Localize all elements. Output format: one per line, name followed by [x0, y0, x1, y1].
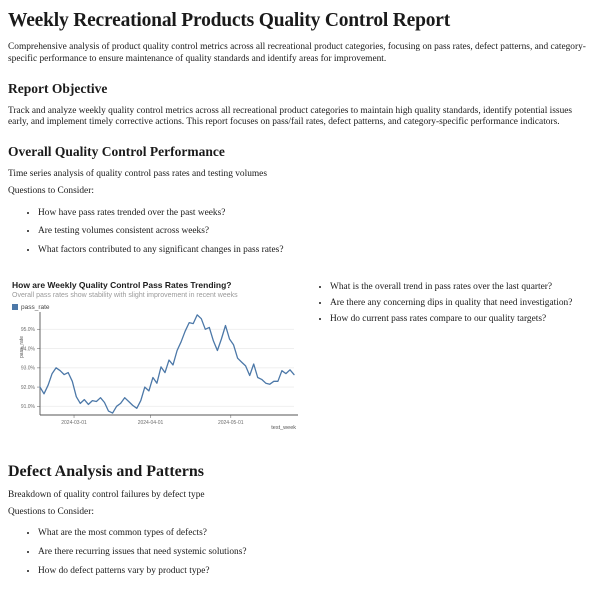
defect-analysis-subtitle: Breakdown of quality control failures by… [8, 489, 205, 500]
chart-questions-list: What is the overall trend in pass rates … [308, 282, 592, 324]
questions-to-consider-label: Questions to Consider: [8, 185, 94, 196]
list-item: What factors contributed to any signific… [38, 245, 592, 256]
legend-label: pass_rate [21, 303, 50, 311]
report-objective-body: Track and analyze weekly quality control… [8, 105, 573, 128]
legend-swatch-pass-rate [12, 304, 18, 311]
svg-text:pass_rate: pass_rate [19, 336, 25, 358]
section-heading-defect-analysis: Defect Analysis and Patterns [8, 462, 204, 480]
svg-text:92.0%: 92.0% [21, 385, 36, 391]
questions-to-consider-label: Questions to Consider: [8, 506, 94, 517]
list-item: What are the most common types of defect… [38, 528, 592, 539]
list-item: How do defect patterns vary by product t… [38, 566, 592, 577]
svg-text:91.0%: 91.0% [21, 404, 36, 410]
list-item: How do current pass rates compare to our… [330, 314, 592, 325]
list-item: Are there recurring issues that need sys… [38, 547, 592, 558]
chart-subtitle: Overall pass rates show stability with s… [12, 291, 238, 299]
pass-rate-chart: How are Weekly Quality Control Pass Rate… [8, 280, 308, 437]
svg-text:2024-04-01: 2024-04-01 [138, 420, 164, 426]
svg-text:93.0%: 93.0% [21, 366, 36, 372]
svg-text:2024-05-01: 2024-05-01 [218, 420, 244, 426]
list-item: How have pass rates trended over the pas… [38, 208, 592, 219]
page-title: Weekly Recreational Products Quality Con… [8, 10, 451, 31]
chart-title: How are Weekly Quality Control Pass Rate… [12, 279, 232, 290]
chart-legend: pass_rate [12, 304, 308, 311]
pass-rate-chart-plot: 91.0% 92.0% 93.0% 94.0% 95.0% 2024-03-01 2024-… [19, 311, 298, 431]
list-item: Are there any concerning dips in quality… [330, 298, 592, 309]
list-item: What is the overall trend in pass rates … [330, 282, 592, 293]
page-intro: Comprehensive analysis of product qualit… [8, 42, 586, 64]
chart-questions-column: What is the overall trend in pass rates … [308, 280, 592, 329]
svg-text:95.0%: 95.0% [21, 327, 36, 333]
svg-text:2024-03-01: 2024-03-01 [61, 420, 87, 426]
overall-performance-subtitle: Time series analysis of quality control … [8, 169, 267, 179]
svg-text:94.0%: 94.0% [21, 346, 36, 352]
defect-questions-list: What are the most common types of defect… [8, 528, 592, 576]
chart-and-questions-section: How are Weekly Quality Control Pass Rate… [8, 280, 592, 437]
section-heading-overall-performance: Overall Quality Control Performance [8, 144, 225, 159]
overall-questions-list: How have pass rates trended over the pas… [8, 208, 592, 256]
svg-text:test_week: test_week [271, 425, 296, 431]
list-item: Are testing volumes consistent across we… [38, 226, 592, 237]
section-heading-report-objective: Report Objective [8, 80, 108, 96]
